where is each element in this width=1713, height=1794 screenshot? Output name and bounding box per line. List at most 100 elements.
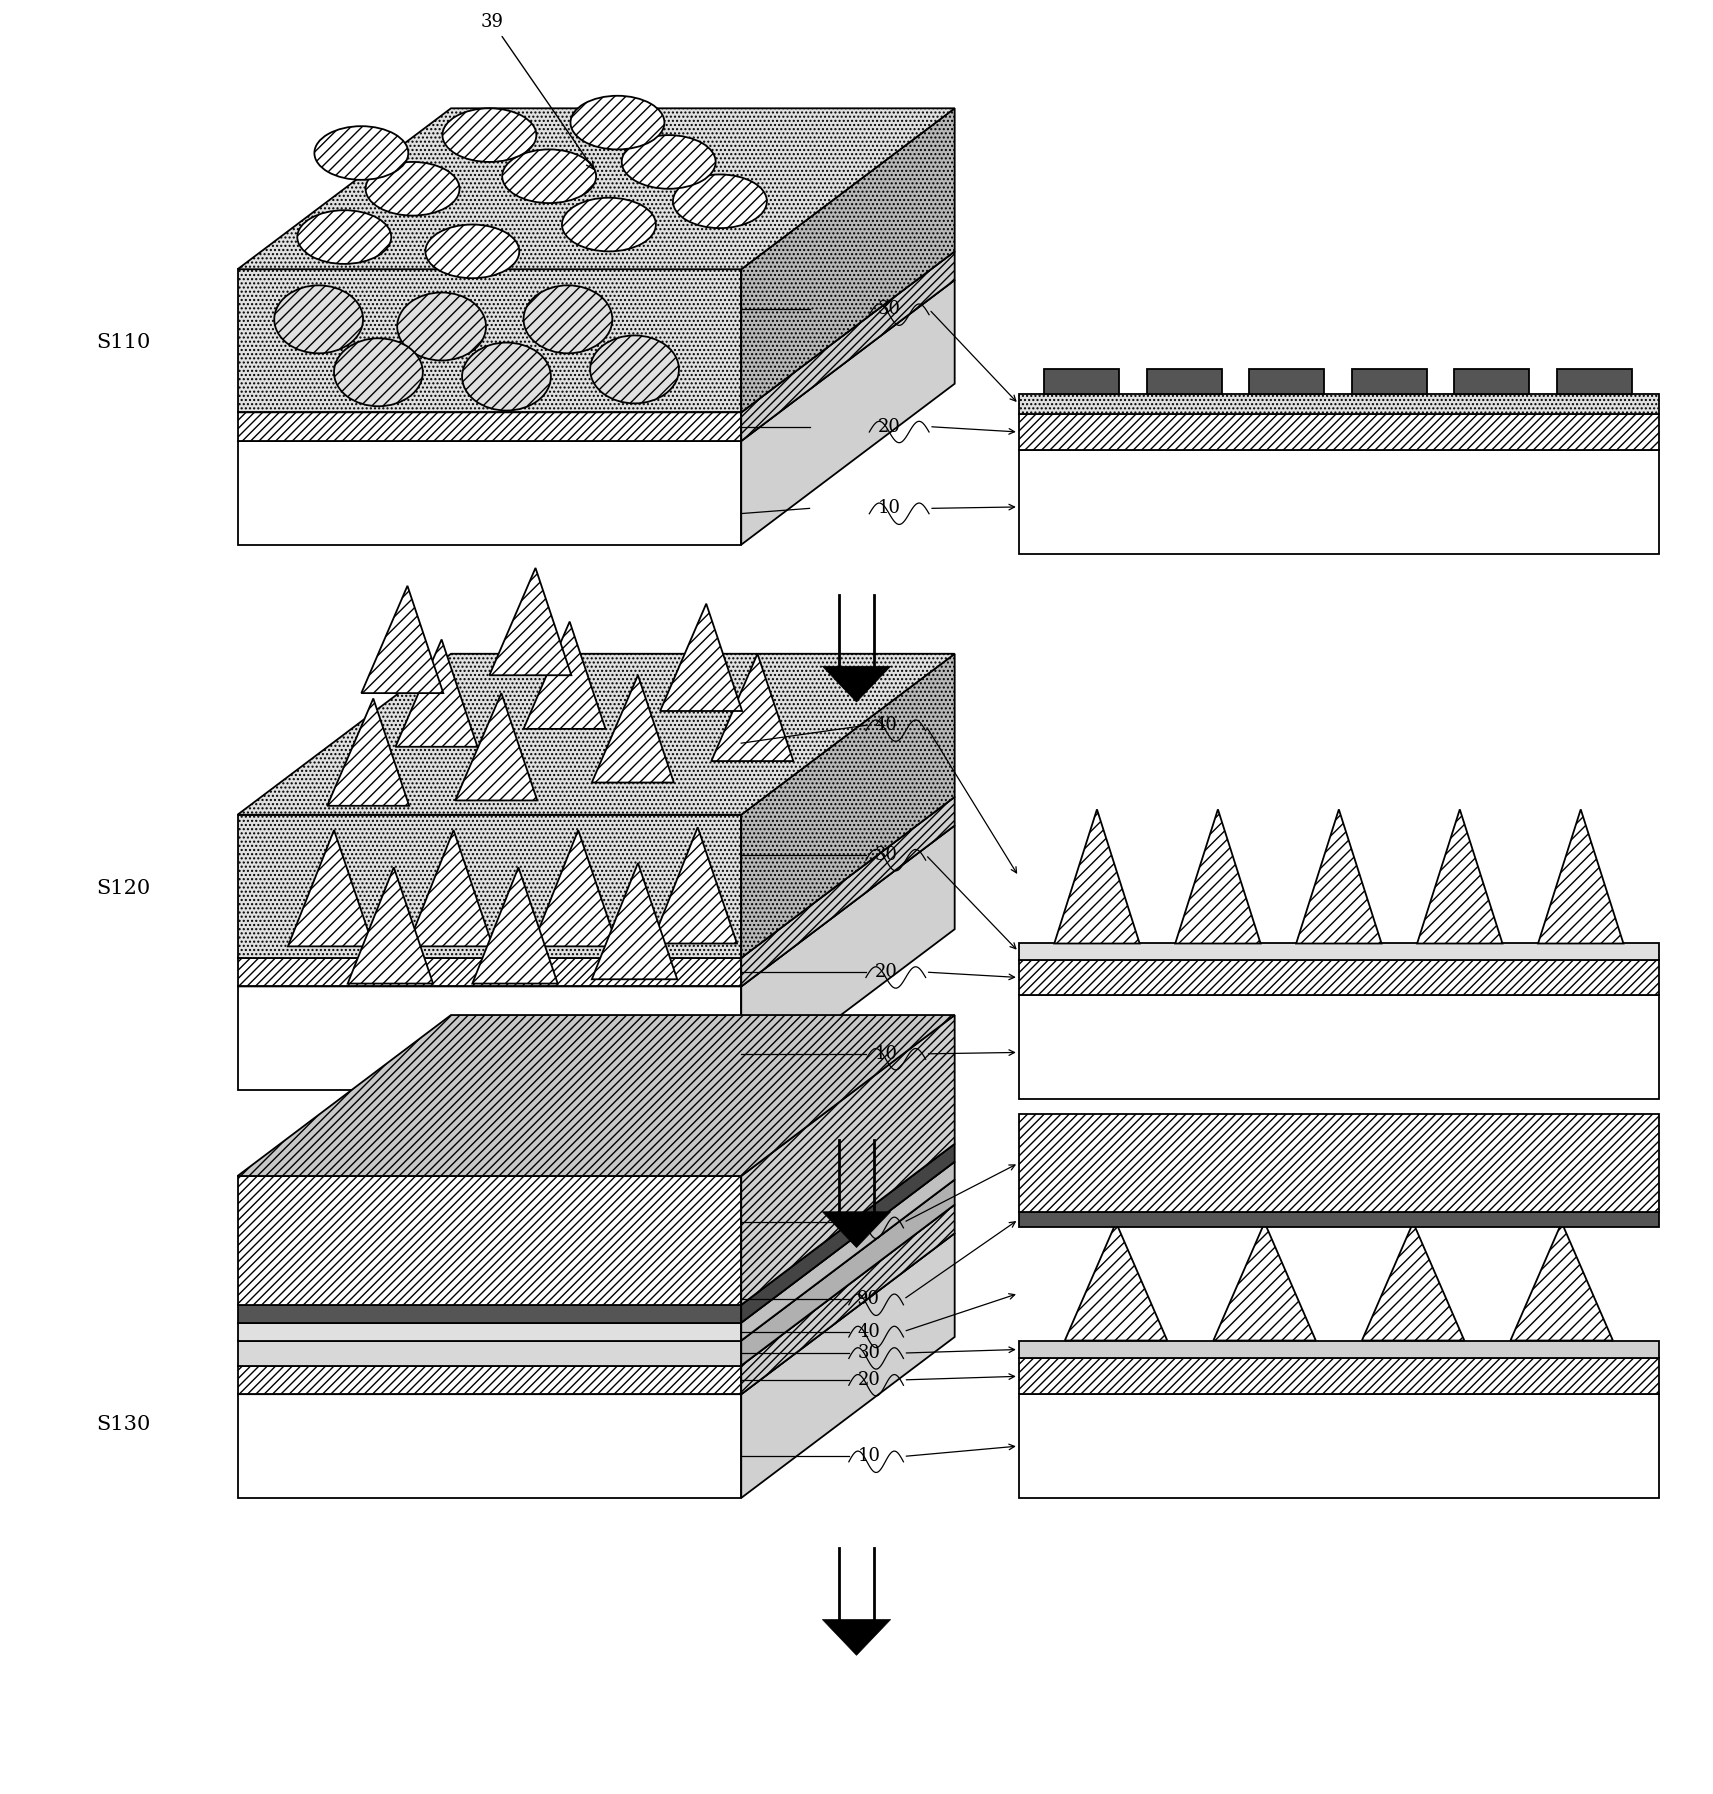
Text: 10: 10 xyxy=(874,1044,898,1062)
Text: 40: 40 xyxy=(856,1322,880,1340)
Polygon shape xyxy=(1175,809,1261,944)
Text: 30: 30 xyxy=(877,300,901,318)
Polygon shape xyxy=(238,814,742,958)
Ellipse shape xyxy=(442,108,536,161)
Bar xyxy=(1249,370,1324,395)
Bar xyxy=(1019,960,1658,996)
Polygon shape xyxy=(742,797,954,987)
Polygon shape xyxy=(1417,809,1502,944)
Ellipse shape xyxy=(365,161,459,215)
Polygon shape xyxy=(651,827,737,944)
Ellipse shape xyxy=(315,126,408,179)
Polygon shape xyxy=(742,1204,954,1394)
Polygon shape xyxy=(456,692,538,800)
Polygon shape xyxy=(238,441,742,545)
Polygon shape xyxy=(238,251,954,413)
Ellipse shape xyxy=(502,149,596,203)
Ellipse shape xyxy=(562,197,656,251)
Text: 10: 10 xyxy=(877,499,901,517)
Polygon shape xyxy=(822,1620,891,1656)
Ellipse shape xyxy=(397,292,486,361)
Polygon shape xyxy=(238,1163,954,1322)
Polygon shape xyxy=(473,867,558,983)
Polygon shape xyxy=(238,1177,742,1304)
Ellipse shape xyxy=(622,135,716,188)
Text: 20: 20 xyxy=(877,418,901,436)
Polygon shape xyxy=(361,587,444,692)
Polygon shape xyxy=(742,1180,954,1365)
Polygon shape xyxy=(490,569,572,675)
Polygon shape xyxy=(408,831,493,947)
Text: S130: S130 xyxy=(96,1415,151,1433)
Ellipse shape xyxy=(274,285,363,353)
Text: 50: 50 xyxy=(856,1213,880,1231)
Polygon shape xyxy=(1511,1222,1614,1340)
Bar xyxy=(1019,996,1658,1100)
Polygon shape xyxy=(238,1322,742,1340)
Bar xyxy=(1019,395,1658,414)
Bar xyxy=(1146,370,1221,395)
Polygon shape xyxy=(238,1015,954,1177)
Polygon shape xyxy=(238,1232,954,1394)
Polygon shape xyxy=(238,958,742,987)
Polygon shape xyxy=(822,1211,891,1247)
Text: 40: 40 xyxy=(874,716,898,734)
Polygon shape xyxy=(238,1304,742,1322)
Polygon shape xyxy=(238,987,742,1091)
Text: 30: 30 xyxy=(874,845,898,863)
Polygon shape xyxy=(742,251,954,441)
Text: 20: 20 xyxy=(874,963,898,981)
Polygon shape xyxy=(396,639,478,746)
Polygon shape xyxy=(533,831,617,947)
Ellipse shape xyxy=(570,95,665,149)
Polygon shape xyxy=(1065,1222,1167,1340)
Text: S120: S120 xyxy=(96,879,151,897)
Bar xyxy=(1045,370,1120,395)
Ellipse shape xyxy=(298,210,391,264)
Bar xyxy=(1454,370,1530,395)
Polygon shape xyxy=(711,653,793,761)
Polygon shape xyxy=(1053,809,1139,944)
Polygon shape xyxy=(742,653,954,958)
Polygon shape xyxy=(1213,1222,1316,1340)
Polygon shape xyxy=(742,825,954,1091)
Polygon shape xyxy=(238,108,954,269)
Bar xyxy=(1019,414,1658,450)
Polygon shape xyxy=(524,621,605,728)
Polygon shape xyxy=(1297,809,1382,944)
Polygon shape xyxy=(238,280,954,441)
Polygon shape xyxy=(238,1394,742,1498)
Polygon shape xyxy=(593,863,677,980)
Polygon shape xyxy=(238,413,742,441)
Polygon shape xyxy=(238,825,954,987)
Text: 10: 10 xyxy=(856,1448,880,1466)
Polygon shape xyxy=(1362,1222,1465,1340)
Polygon shape xyxy=(1538,809,1624,944)
Polygon shape xyxy=(742,1232,954,1498)
Polygon shape xyxy=(327,698,409,806)
Text: 20: 20 xyxy=(856,1371,880,1389)
Polygon shape xyxy=(660,605,742,710)
Polygon shape xyxy=(238,1340,742,1365)
Ellipse shape xyxy=(334,339,423,405)
Polygon shape xyxy=(238,1204,954,1365)
Text: 39: 39 xyxy=(481,13,594,169)
Polygon shape xyxy=(238,1145,954,1304)
Polygon shape xyxy=(742,1145,954,1322)
Ellipse shape xyxy=(591,335,678,404)
Bar xyxy=(1019,1358,1658,1394)
Polygon shape xyxy=(822,666,891,701)
Polygon shape xyxy=(742,1015,954,1304)
Polygon shape xyxy=(288,831,373,947)
Bar xyxy=(1019,1340,1658,1358)
Polygon shape xyxy=(238,1180,954,1340)
Bar xyxy=(1019,1213,1658,1227)
Polygon shape xyxy=(593,675,673,782)
Text: 90: 90 xyxy=(856,1290,880,1308)
Polygon shape xyxy=(742,108,954,413)
Text: 30: 30 xyxy=(856,1344,880,1362)
Bar xyxy=(1019,1394,1658,1498)
Polygon shape xyxy=(238,1365,742,1394)
Polygon shape xyxy=(742,280,954,545)
Polygon shape xyxy=(742,1163,954,1340)
